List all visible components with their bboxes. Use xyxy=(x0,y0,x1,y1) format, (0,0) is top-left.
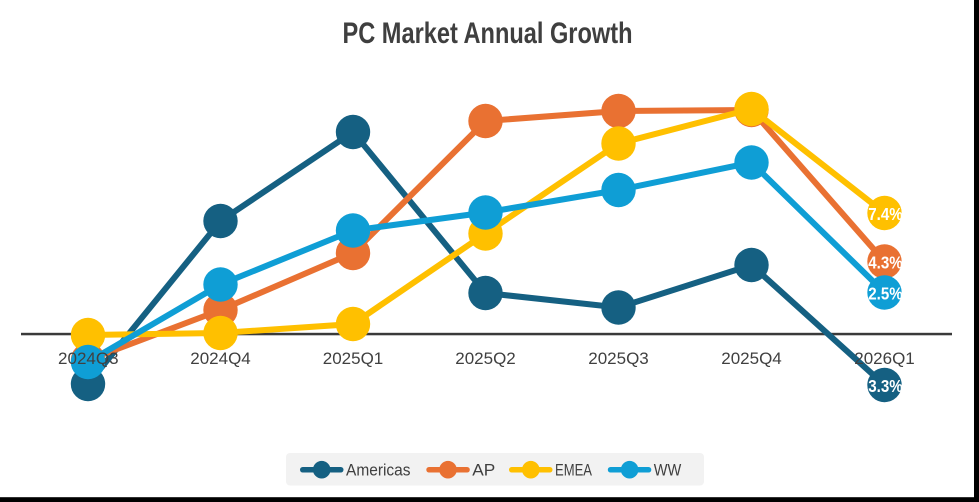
svg-text:Americas: Americas xyxy=(346,462,411,480)
svg-text:2024Q3: 2024Q3 xyxy=(58,349,119,368)
svg-text:4.3%: 4.3% xyxy=(868,253,903,273)
svg-text:2025Q1: 2025Q1 xyxy=(323,349,384,368)
svg-text:EMEA: EMEA xyxy=(555,462,592,480)
svg-text:WW: WW xyxy=(654,462,682,480)
svg-text:2026Q1: 2026Q1 xyxy=(854,349,915,368)
svg-text:2025Q3: 2025Q3 xyxy=(588,349,649,368)
svg-text:2025Q4: 2025Q4 xyxy=(721,349,782,368)
svg-text:7.4%: 7.4% xyxy=(868,204,903,224)
svg-text:2.5%: 2.5% xyxy=(868,284,903,304)
svg-text:PC Market Annual Growth: PC Market Annual Growth xyxy=(343,17,633,50)
svg-text:2024Q4: 2024Q4 xyxy=(190,349,251,368)
svg-text:2025Q2: 2025Q2 xyxy=(455,349,516,368)
svg-text:3.3%: 3.3% xyxy=(868,376,903,396)
svg-text:AP: AP xyxy=(472,462,495,480)
